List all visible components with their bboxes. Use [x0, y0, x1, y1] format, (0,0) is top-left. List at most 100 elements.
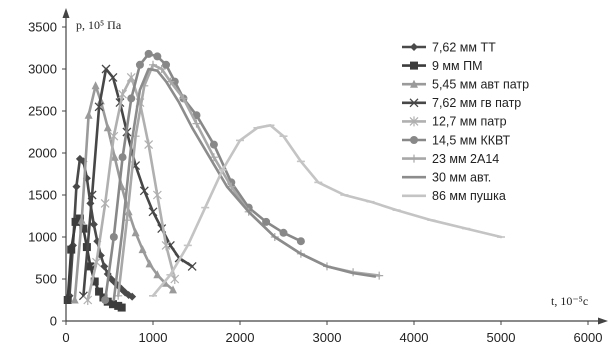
- data-point: [162, 60, 171, 69]
- data-point: [152, 190, 162, 200]
- legend-item: 5,45 мм авт патр: [402, 78, 529, 92]
- data-point: [108, 300, 117, 309]
- x-tick-label: 0: [62, 330, 69, 345]
- data-point: [153, 270, 162, 279]
- data-point: [86, 262, 95, 271]
- x-tick-label: 2000: [226, 330, 255, 345]
- data-point: [409, 98, 419, 108]
- data-point: [135, 60, 144, 69]
- data-point: [410, 61, 418, 70]
- data-point: [149, 60, 157, 69]
- data-point: [118, 153, 127, 162]
- data-point: [192, 119, 201, 128]
- y-tick-label: 500: [35, 272, 57, 287]
- legend-label: 7,62 мм ТТ: [432, 40, 496, 54]
- data-point: [90, 277, 99, 286]
- data-point: [127, 94, 136, 103]
- data-point: [67, 245, 76, 254]
- data-point: [84, 110, 93, 119]
- data-point: [187, 261, 197, 271]
- data-point: [117, 303, 126, 312]
- y-tick-label: 2500: [28, 104, 57, 119]
- data-point: [118, 89, 127, 100]
- legend-label: 14,5 мм ККВТ: [432, 133, 511, 147]
- series-line: [112, 67, 377, 302]
- data-point: [109, 233, 118, 241]
- data-point: [157, 65, 166, 73]
- data-point: [209, 153, 218, 162]
- data-point: [375, 271, 384, 280]
- data-point: [145, 259, 154, 268]
- data-point: [170, 274, 180, 284]
- data-point: [409, 116, 419, 127]
- x-axis-ticks: 0 1000 2000 3000 4000 5000 6000: [62, 321, 602, 345]
- legend-item: 86 мм пушка: [402, 189, 506, 203]
- y-tick-label: 1000: [28, 230, 57, 245]
- data-point: [166, 77, 175, 86]
- x-tick-label: 6000: [574, 330, 603, 345]
- legend-item: 12,7 мм патр: [402, 115, 507, 129]
- series-30-мм-авт: [112, 67, 377, 302]
- series-layer: [63, 49, 505, 312]
- data-point: [138, 245, 147, 254]
- data-point: [103, 123, 112, 132]
- legend-item: 9 мм ПМ: [402, 59, 482, 73]
- data-point: [108, 72, 118, 82]
- legend-item: 23 мм 2А14: [402, 152, 499, 166]
- data-point: [89, 220, 98, 229]
- legend: 7,62 мм ТТ 9 мм ПМ 5,45 мм авт патр 7,62 мм…: [402, 40, 529, 203]
- legend-item: 7,62 мм ТТ: [402, 40, 496, 54]
- data-point: [126, 72, 136, 83]
- legend-label: 30 мм авт.: [432, 171, 491, 185]
- data-point: [75, 214, 84, 223]
- x-tick-label: 5000: [487, 330, 516, 345]
- legend-label: 5,45 мм авт патр: [432, 78, 529, 92]
- y-axis-arrow: [62, 8, 70, 18]
- legend-label: 9 мм ПМ: [432, 59, 482, 73]
- data-point: [410, 79, 418, 88]
- x-tick-label: 4000: [400, 330, 429, 345]
- y-tick-label: 3000: [28, 62, 57, 77]
- data-point: [91, 81, 100, 90]
- y-axis-label: p, 10⁵ Па: [76, 18, 122, 32]
- y-axis-ticks: 0 500 1000 1500 2000 2500 3000 3500: [28, 20, 66, 329]
- data-point: [77, 215, 86, 224]
- y-tick-label: 0: [50, 314, 57, 329]
- x-tick-label: 1000: [139, 330, 168, 345]
- y-tick-label: 3500: [28, 20, 57, 35]
- data-point: [83, 295, 93, 305]
- data-point: [179, 94, 188, 103]
- data-point: [63, 296, 72, 304]
- data-point: [139, 186, 149, 196]
- data-point: [109, 131, 119, 142]
- legend-label: 23 мм 2А14: [432, 152, 499, 166]
- series-86-мм-пушка: [149, 124, 505, 298]
- data-point: [296, 237, 305, 246]
- data-point: [209, 140, 218, 149]
- data-point: [410, 154, 418, 163]
- legend-item: 7,62 мм гв патр: [402, 96, 521, 110]
- data-point: [144, 139, 154, 150]
- data-point: [110, 152, 119, 161]
- data-point: [100, 198, 110, 209]
- data-point: [279, 228, 288, 237]
- data-point: [87, 190, 97, 200]
- x-axis-label: t, 10⁻⁵с: [551, 294, 588, 308]
- data-point: [169, 285, 178, 294]
- x-tick-label: 3000: [313, 330, 342, 345]
- data-point: [128, 292, 137, 301]
- data-point: [101, 296, 110, 304]
- data-point: [131, 228, 140, 237]
- legend-label: 7,62 мм гв патр: [432, 96, 521, 110]
- data-point: [70, 295, 79, 304]
- data-point: [148, 207, 158, 217]
- legend-label: 86 мм пушка: [432, 189, 506, 203]
- legend-item: 30 мм авт.: [402, 171, 491, 185]
- series-line: [116, 63, 381, 298]
- data-point: [79, 224, 88, 233]
- data-point: [144, 49, 153, 58]
- y-tick-label: 2000: [28, 146, 57, 161]
- data-point: [72, 182, 81, 191]
- series-line: [103, 52, 303, 302]
